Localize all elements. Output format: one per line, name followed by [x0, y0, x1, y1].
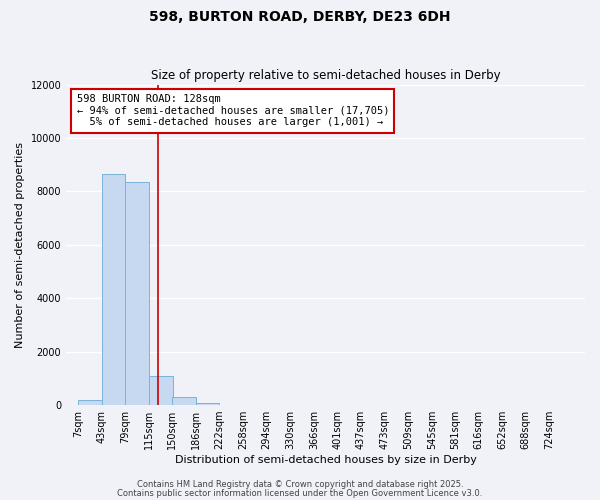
Title: Size of property relative to semi-detached houses in Derby: Size of property relative to semi-detach… [151, 69, 500, 82]
Text: 598 BURTON ROAD: 128sqm
← 94% of semi-detached houses are smaller (17,705)
  5% : 598 BURTON ROAD: 128sqm ← 94% of semi-de… [77, 94, 389, 128]
Text: Contains HM Land Registry data © Crown copyright and database right 2025.: Contains HM Land Registry data © Crown c… [137, 480, 463, 489]
Bar [149, 376, 173, 405]
Text: Contains public sector information licensed under the Open Government Licence v3: Contains public sector information licen… [118, 488, 482, 498]
Y-axis label: Number of semi-detached properties: Number of semi-detached properties [15, 142, 25, 348]
Bar [196, 402, 220, 405]
Bar [101, 174, 125, 405]
Text: 598, BURTON ROAD, DERBY, DE23 6DH: 598, BURTON ROAD, DERBY, DE23 6DH [149, 10, 451, 24]
X-axis label: Distribution of semi-detached houses by size in Derby: Distribution of semi-detached houses by … [175, 455, 476, 465]
Bar [125, 182, 149, 405]
Bar [78, 400, 101, 405]
Bar [172, 397, 196, 405]
